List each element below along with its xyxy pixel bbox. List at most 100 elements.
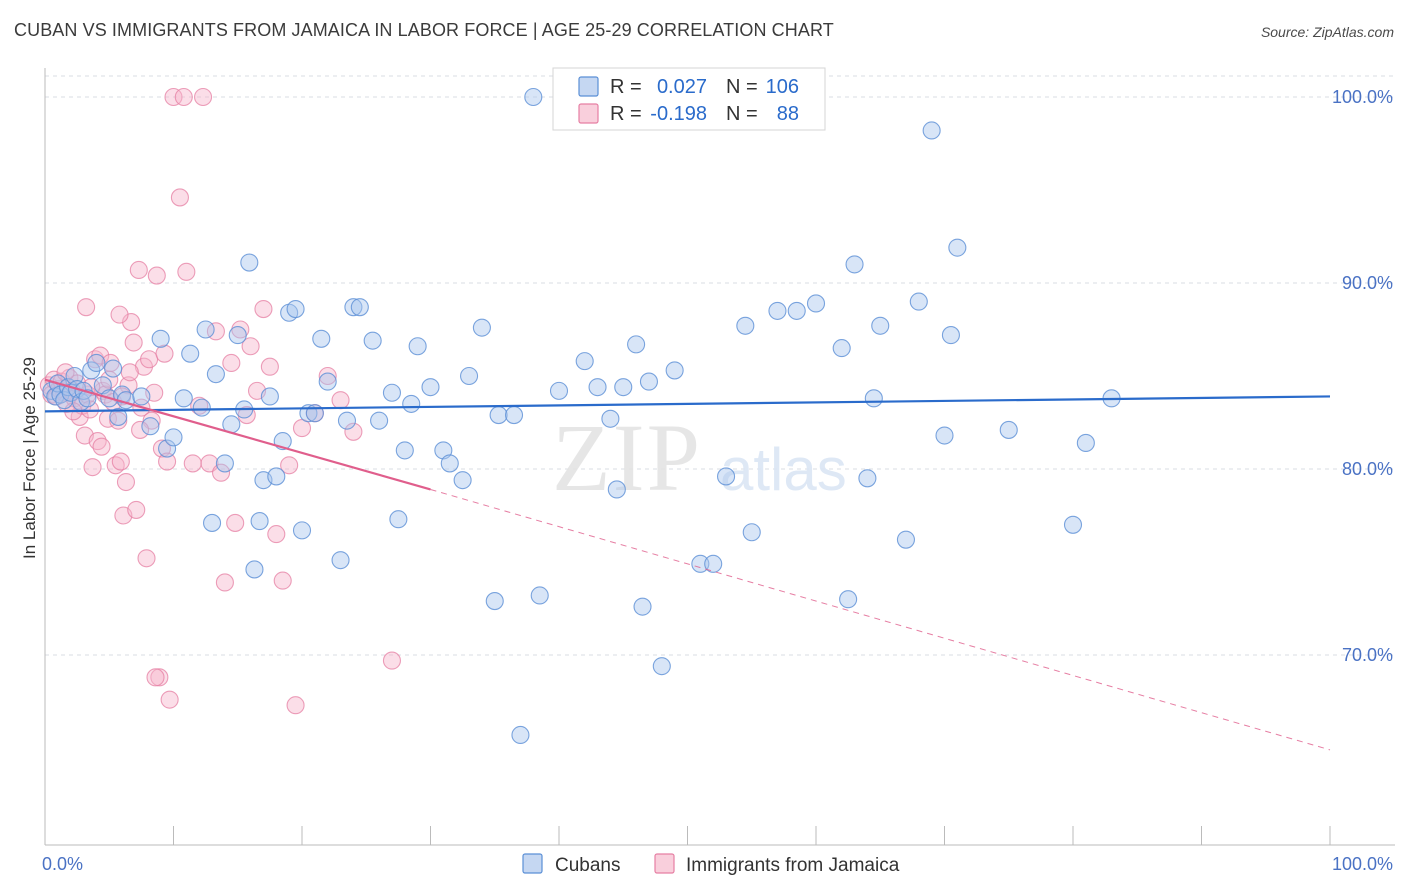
jamaica-point [155,344,174,363]
jamaica-point [286,696,305,715]
legend-n-label-jamaica: N = [726,103,758,125]
cubans-point [459,366,479,386]
cubans-point [318,372,337,391]
cubans-point [485,592,504,611]
cubans-point [228,326,247,345]
cubans-point [312,329,331,348]
cubans-point [350,298,369,317]
cubans-point [337,411,357,430]
cubans-point [408,337,427,356]
legend-r-value-jamaica: -0.198 [650,103,707,125]
cubans-point [286,299,305,319]
jamaica-point [158,452,177,471]
cubans-point [440,454,459,473]
cubans-point [104,359,123,378]
watermark-atlas: atlas [720,436,847,503]
cubans-point [245,560,264,579]
jamaica-point [150,668,169,687]
cubans-point [575,352,594,371]
jamaica-point [280,456,299,475]
jamaica-point [273,571,292,590]
series-legend-swatch-cubans [522,853,543,874]
cubans-point [181,344,200,363]
cubans-point [742,523,761,542]
jamaica-trend-line [44,378,431,491]
jamaica-trend-extension [430,488,1331,751]
series-legend-label-jamaica: Immigrants from Jamaica [686,855,900,876]
cubans-point [787,301,806,320]
cubans-trend-line [44,395,1331,413]
jamaica-point [318,366,337,386]
cubans-point [948,238,967,257]
cubans-point [196,320,215,339]
legend-swatch-jamaica [578,103,599,124]
cubans-point [331,551,350,570]
cubans-point [260,387,279,406]
cubans-point [203,513,222,532]
series-legend-label-cubans: Cubans [555,855,621,876]
cubans-point [1063,515,1083,534]
cubans-point [151,329,170,348]
cubans-point [363,331,382,350]
jamaica-point [267,525,286,544]
legend-r-value-cubans: 0.027 [657,76,707,98]
jamaica-point [194,87,213,107]
y-tick-label: 90.0% [1342,273,1393,293]
cubans-point [382,383,402,402]
cubans-point [530,586,549,605]
cubans-point [607,480,626,499]
jamaica-point [119,376,138,395]
y-tick-labels: 70.0% 80.0% 90.0% 100.0% [1332,87,1393,665]
jamaica-point [160,690,179,709]
jamaica-point [124,333,143,352]
cubans-point [370,411,389,430]
jamaica-point [183,454,202,473]
legend-n-value-jamaica: 88 [777,103,799,125]
cubans-point [395,441,414,460]
jamaica-point [174,87,193,107]
cubans-point [344,298,363,317]
cubans-point [858,469,877,488]
source-credit: Source: ZipAtlas.com [1260,24,1394,40]
cubans-point [421,378,440,397]
cubans-point [267,467,286,486]
jamaica-point [129,260,148,280]
cubans-point [845,255,864,274]
cubans-point [158,439,177,458]
jamaica-point [147,266,166,285]
cubans-point [1076,433,1095,453]
cubans-point [627,335,646,354]
jamaica-point [140,350,159,369]
cubans-point [832,339,851,358]
legend-n-value-cubans: 106 [766,76,799,98]
legend-r-label-jamaica: R = [610,103,642,125]
cubans-point [215,454,234,473]
jamaica-point [241,337,260,356]
cubans-point [704,554,723,573]
trend-lines [44,378,1331,751]
cubans-point [192,398,211,417]
y-axis-title: In Labor Force | Age 25-29 [20,357,39,559]
series-legend-swatch-jamaica [654,853,675,874]
cubans-point [665,361,684,380]
cubans-point [504,406,524,425]
y-tick-label: 80.0% [1342,459,1393,479]
cubans-point [389,510,408,529]
jamaica-point [260,357,279,376]
cubans-point [109,407,128,426]
y-tick-label: 70.0% [1342,645,1393,665]
cubans-point [652,657,671,676]
cubans-point [240,253,259,272]
stats-legend: R = 0.027 N = 106 R = -0.198 N = 88 [552,67,826,131]
jamaica-point [170,188,189,207]
cubans-point [839,590,858,609]
cubans-point [132,387,151,406]
cubans-point [633,597,652,616]
watermark: ZIP atlas [552,404,847,511]
jamaica-point [344,422,363,441]
cubans-point [871,316,890,335]
watermark-zip: ZIP [552,404,702,511]
legend-n-label-cubans: N = [726,76,758,98]
jamaica-point [83,458,102,477]
